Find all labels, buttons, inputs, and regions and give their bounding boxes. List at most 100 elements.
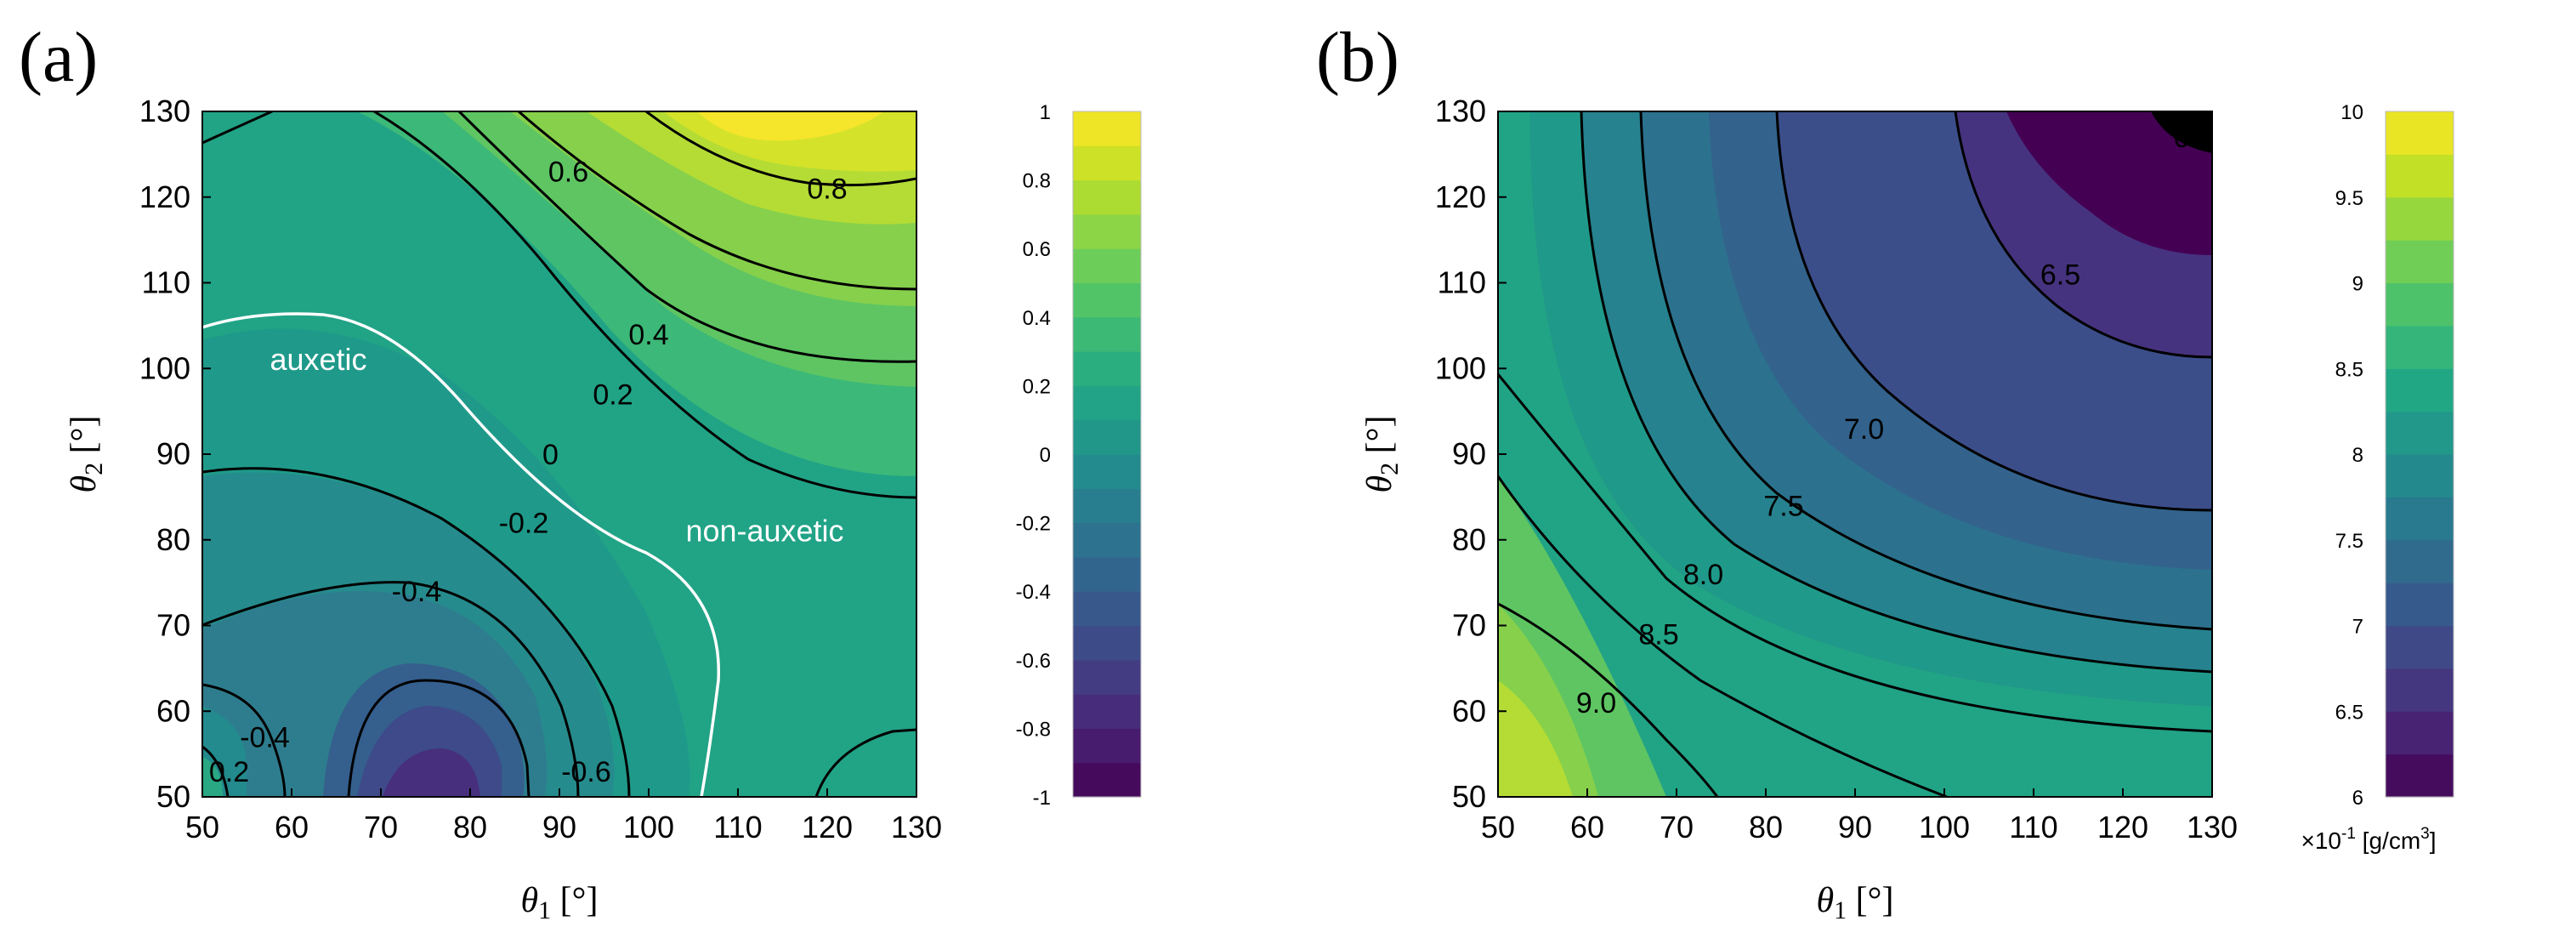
colorbar-tick-label: 0.6 [1023, 238, 1051, 261]
band-8.0 [1530, 111, 2212, 706]
y-tick-label: 90 [1452, 436, 1486, 471]
x-tick-label: 100 [623, 810, 674, 844]
colorbar-swatch [2386, 240, 2454, 284]
x-tick-label: 50 [185, 810, 219, 844]
colorbar-swatch [2386, 711, 2454, 755]
x-tick-label: 70 [364, 810, 398, 844]
contour-label: 0.6 [548, 156, 588, 189]
contour-zero [202, 312, 720, 797]
contour-label: -0.4 [240, 721, 290, 753]
contour-9.0 [1498, 602, 1719, 797]
contour-label: -0.6 [561, 756, 611, 788]
colorbar-swatch [1073, 213, 1141, 249]
band-0.9 [697, 111, 884, 141]
y-tick-label: 130 [1435, 94, 1486, 128]
colorbar-swatch [1073, 419, 1141, 455]
y-tick-label: 50 [156, 779, 190, 814]
colorbar-swatch [2386, 282, 2454, 327]
colorbar-tick-label: 6 [2352, 787, 2363, 810]
x-tick-label: 80 [453, 810, 487, 844]
contour-0.2-corner [202, 111, 273, 145]
colorbar-tick-label: 8.5 [2335, 358, 2363, 381]
contour-0.4 [457, 111, 916, 363]
panel-a-label: (a) [19, 18, 98, 97]
colorbar-tick-label: -0.4 [1016, 581, 1051, 604]
colorbar-swatch [2386, 753, 2454, 798]
contour-label: 0.4 [628, 319, 668, 351]
band-7.5 [1641, 111, 2212, 629]
panel-b: (b) 50 60 70 80 90 100 [1316, 18, 2454, 924]
colorbar-tick-label: 7.5 [2335, 530, 2363, 553]
band--0.7 [383, 748, 480, 797]
x-tick-label: 110 [2009, 810, 2057, 844]
colorbar-swatch [2386, 497, 2454, 541]
colorbar-tick-label: 9 [2352, 273, 2363, 296]
band-7.75 [1581, 111, 2212, 672]
band-corner-pos [202, 757, 223, 797]
colorbar-swatch [1073, 556, 1141, 592]
contour--0.6 [347, 679, 531, 797]
colorbar-swatch [1073, 179, 1141, 215]
colorbar-swatch [2386, 411, 2454, 455]
colorbar-tick-label: 10 [2341, 101, 2363, 124]
colorbar-swatch [1073, 488, 1141, 524]
y-tick-label: 50 [1452, 779, 1486, 814]
colorbar-swatch [2386, 368, 2454, 412]
colorbar-swatch [1073, 316, 1141, 352]
contour-0.6 [518, 111, 916, 291]
contour-0.8 [645, 111, 916, 187]
y-tick-label: 120 [139, 179, 190, 214]
colorbar-swatch [2386, 539, 2454, 583]
band-8.25 [1498, 111, 2212, 797]
contour-label: 8.5 [1638, 619, 1678, 651]
contour-0.2-corner-low [202, 745, 230, 797]
contour-8.0 [1498, 373, 2212, 733]
panel-b-y-ticks: 50 60 70 80 90 100 110 120 130 [1435, 94, 1506, 814]
contour-label: 6. [2173, 122, 2197, 154]
colorbar-swatch [2386, 111, 2454, 155]
colorbar-swatch [2386, 154, 2454, 198]
x-tick-label: 100 [1919, 810, 1970, 844]
colorbar-swatch [1073, 591, 1141, 627]
y-tick-label: 100 [1435, 350, 1486, 385]
panel-b-plot-area [1498, 111, 2212, 797]
contour-label: 0.2 [209, 756, 249, 788]
x-tick-label: 120 [802, 810, 853, 844]
panel-b-colorbar: 6 6.5 7 7.5 8 8.5 9 9.5 10 [2335, 101, 2454, 810]
contour-label: 9.0 [1576, 687, 1616, 719]
panel-a: (a) [19, 18, 1142, 924]
colorbar-swatch [2386, 325, 2454, 369]
contour-label: -0.2 [499, 508, 549, 540]
panel-a-colorbar: -1 -0.8 -0.6 -0.4 -0.2 0 0.2 0.4 0.6 0.8 1 [1016, 101, 1142, 810]
colorbar-tick-label: 7 [2352, 616, 2363, 639]
panel-b-colorbar-unit: ×10-1 [g/cm3] [2301, 825, 2437, 854]
region-label: auxetic [270, 342, 366, 377]
panel-a-y-ticks: 50 60 70 80 90 100 110 120 130 [139, 94, 211, 814]
x-tick-label: 90 [542, 810, 576, 844]
colorbar-swatch [1073, 282, 1141, 318]
contour-7.5 [1639, 111, 2212, 631]
contour-8.5 [1498, 475, 1948, 797]
colorbar-frame [2385, 111, 2454, 798]
colorbar-swatch [1073, 111, 1141, 146]
colorbar-swatch [1073, 625, 1141, 661]
colorbar-swatch [1073, 728, 1141, 764]
colorbar-tick-label: 1 [1040, 101, 1051, 124]
y-tick-label: 80 [1452, 522, 1486, 557]
colorbar-swatch [2386, 625, 2454, 669]
panel-a-y-axis-label: θ2 [°] [65, 416, 108, 493]
panel-a-contour-labels: 0.60.80.40.20-0.2-0.4-0.6-0.40.2 [209, 156, 848, 788]
x-tick-label: 120 [2097, 810, 2148, 844]
y-tick-label: 110 [142, 265, 190, 300]
band-6.25 [2006, 111, 2212, 255]
panel-b-label: (b) [1316, 18, 1399, 97]
x-tick-label: 60 [1570, 810, 1604, 844]
x-tick-label: 80 [1749, 810, 1783, 844]
region-label: non-auxetic [685, 514, 843, 549]
x-tick-label: 110 [713, 810, 762, 844]
colorbar-tick-label: 0.4 [1023, 307, 1051, 330]
colorbar-tick-label: 8 [2352, 444, 2363, 467]
contour--0.2 [202, 467, 631, 797]
y-tick-label: 80 [156, 522, 190, 557]
